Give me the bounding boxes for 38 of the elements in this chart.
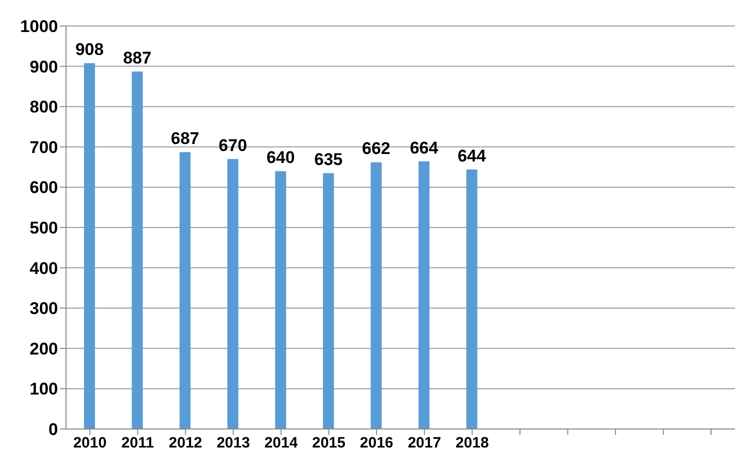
x-tick-label: 2015	[312, 434, 346, 452]
data-label: 662	[362, 139, 390, 158]
y-tick-label: 100	[30, 380, 58, 399]
x-tick-label: 2017	[408, 434, 442, 452]
data-label: 687	[170, 129, 200, 148]
x-tick-label: 2011	[121, 434, 154, 452]
bar	[275, 171, 286, 429]
y-tick-label: 300	[30, 299, 58, 318]
x-tick-label: 2016	[360, 434, 394, 452]
x-tick-label: 2013	[216, 434, 250, 452]
y-tick-label: 1000	[20, 17, 58, 36]
y-tick-label: 800	[30, 98, 58, 117]
y-tick-label: 200	[30, 339, 58, 358]
data-label: 635	[314, 150, 343, 170]
data-label: 887	[123, 48, 152, 68]
bar	[466, 169, 478, 429]
x-tick-label: 2010	[73, 434, 107, 452]
x-tick-label: 2014	[264, 434, 298, 452]
x-tick-label: 2012	[168, 434, 202, 452]
y-tick-label: 900	[30, 57, 58, 76]
data-label: 644	[458, 146, 487, 166]
data-label: 664	[410, 138, 439, 158]
y-tick-label: 600	[30, 178, 58, 198]
bar	[180, 152, 191, 429]
x-tick-label: 2018	[455, 434, 489, 452]
bar	[227, 158, 238, 429]
y-tick-label: 700	[30, 138, 58, 157]
bar	[132, 72, 143, 429]
data-label: 670	[218, 136, 248, 155]
data-label: 908	[75, 40, 104, 60]
bar	[322, 173, 334, 429]
y-tick-label: 400	[30, 258, 58, 278]
y-tick-label: 500	[30, 218, 58, 238]
bar	[370, 162, 382, 429]
data-label: 640	[266, 148, 295, 168]
y-tick-label: 0	[48, 420, 58, 440]
bar	[418, 161, 430, 429]
bar	[84, 63, 95, 429]
